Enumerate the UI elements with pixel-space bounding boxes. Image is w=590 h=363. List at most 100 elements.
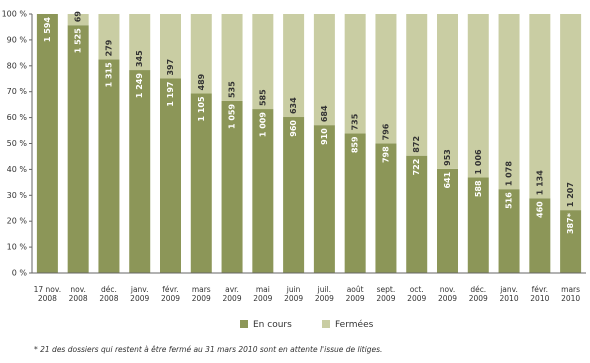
- x-tick-label: mai 2009: [253, 285, 273, 303]
- x-tick-label: nov. 2009: [437, 285, 458, 303]
- bar-segment: [160, 78, 181, 273]
- value-label: 1 006: [474, 149, 483, 174]
- value-label: 1 207: [566, 182, 575, 207]
- bar-segment: [560, 210, 582, 273]
- value-label: 345: [135, 50, 144, 67]
- value-label: 588: [474, 180, 483, 197]
- x-tick-label: déc. 2009: [468, 285, 488, 303]
- x-tick-label: nov. 2008: [68, 285, 88, 303]
- x-tick-label: avr. 2009: [222, 285, 242, 303]
- bar-segment: [252, 109, 274, 274]
- bar-segment: [160, 14, 181, 79]
- bar-segment: [498, 14, 520, 190]
- legend-label: Fermées: [335, 319, 374, 330]
- footnote: * 21 des dossiers qui restent à être fer…: [34, 345, 383, 354]
- bar-segment: [313, 125, 335, 273]
- y-tick-label: 100 %: [2, 10, 28, 19]
- bar-segment: [129, 70, 151, 273]
- bar-segment: [437, 14, 458, 169]
- value-label: 735: [351, 113, 360, 130]
- value-label: 1 009: [258, 112, 267, 137]
- bar-segment: [467, 177, 489, 273]
- value-label: 953: [443, 149, 452, 166]
- value-label: 1 197: [166, 82, 175, 107]
- y-tick-label: 0 %: [12, 269, 28, 278]
- value-label: 960: [289, 120, 298, 137]
- value-label: 397: [166, 59, 175, 76]
- value-label: 910: [320, 128, 329, 145]
- x-tick-label: juil. 2009: [314, 285, 334, 303]
- y-tick-label: 70 %: [7, 87, 28, 96]
- x-tick-label: oct. 2009: [407, 285, 427, 303]
- bar-segment: [67, 14, 89, 26]
- value-label: 279: [104, 39, 113, 56]
- value-label: 641: [443, 171, 452, 188]
- bar-segment: [67, 25, 89, 273]
- bar-segment: [344, 14, 366, 134]
- value-label: 1 249: [135, 73, 144, 98]
- bar-segment: [313, 14, 335, 126]
- value-label: 859: [351, 136, 360, 153]
- value-label: 489: [197, 73, 206, 90]
- bar-segment: [406, 155, 428, 273]
- x-tick-label: févr. 2009: [160, 285, 181, 303]
- bar-segment: [437, 168, 458, 273]
- value-label: 722: [412, 159, 421, 176]
- y-tick-label: 50 %: [7, 139, 28, 148]
- bar-segment: [529, 14, 551, 199]
- value-label: 796: [381, 123, 390, 140]
- value-label: 1 059: [228, 104, 237, 129]
- bar-segment: [560, 14, 582, 211]
- bar-segment: [98, 59, 120, 273]
- value-label: 684: [320, 105, 329, 122]
- y-tick-label: 60 %: [7, 113, 28, 122]
- x-tick-label: août 2009: [345, 285, 365, 303]
- y-tick-label: 90 %: [7, 35, 28, 44]
- value-label: 872: [412, 136, 421, 153]
- value-label: 585: [258, 89, 267, 106]
- legend-swatch: [322, 320, 330, 328]
- bar-segment: [375, 143, 397, 273]
- x-tick-label: mars 2009: [191, 285, 211, 303]
- bar-segment: [252, 14, 274, 110]
- value-label: 1 525: [74, 28, 83, 53]
- y-tick-label: 80 %: [7, 61, 28, 70]
- x-tick-label: janv. 2009: [130, 285, 150, 303]
- bar-segment: [98, 14, 120, 60]
- value-label: 798: [381, 146, 390, 163]
- value-label: 69: [74, 11, 83, 23]
- bar-segment: [406, 14, 428, 156]
- bar-segment: [129, 14, 151, 71]
- bar-segment: [283, 14, 305, 118]
- bar-segment: [283, 117, 305, 274]
- x-tick-label: mars 2010: [561, 285, 581, 303]
- x-tick-label: févr. 2010: [530, 285, 550, 303]
- y-tick-label: 40 %: [7, 165, 28, 174]
- x-tick-label: 17 nov. 2008: [33, 285, 62, 303]
- value-label: 1 105: [197, 96, 206, 121]
- legend-label: En cours: [253, 320, 292, 330]
- x-tick-label: déc. 2008: [99, 285, 119, 303]
- value-label: 1 594: [43, 17, 52, 42]
- y-tick-label: 10 %: [7, 243, 28, 252]
- bar-segment: [375, 14, 397, 144]
- value-label: 387*: [566, 212, 575, 234]
- value-label: 1 078: [505, 161, 514, 186]
- bar-segment: [529, 198, 551, 273]
- x-tick-label: sept. 2009: [376, 285, 396, 303]
- value-label: 1 315: [104, 62, 113, 87]
- x-tick-label: juin 2009: [284, 285, 304, 303]
- bar-segment: [221, 100, 243, 273]
- value-label: 535: [228, 81, 237, 98]
- bar-segment: [467, 14, 489, 178]
- y-tick-label: 20 %: [7, 217, 28, 226]
- value-label: 634: [289, 97, 298, 114]
- bar-segment: [344, 133, 366, 273]
- value-label: 1 134: [535, 170, 544, 195]
- bar-segment: [498, 189, 520, 273]
- value-label: 460: [535, 201, 544, 218]
- bar-segment: [190, 14, 212, 94]
- bar-segment: [36, 14, 58, 273]
